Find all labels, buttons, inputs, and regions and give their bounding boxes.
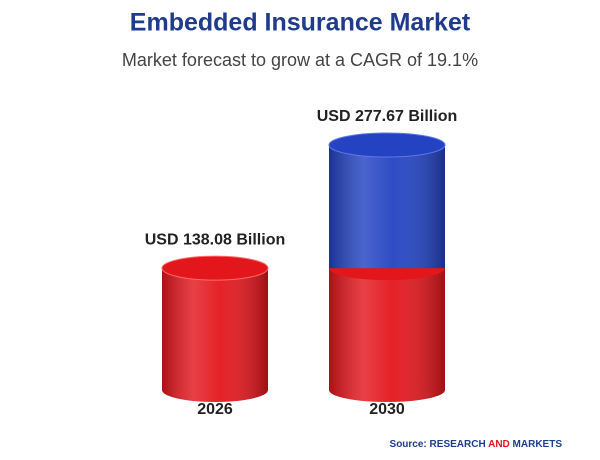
cylinder-shade [162, 268, 268, 390]
x-tick-label: 2026 [197, 401, 233, 418]
chart-subtitle: Market forecast to grow at a CAGR of 19.… [122, 50, 478, 70]
cylinder-top [328, 132, 446, 158]
source-name: MARKETS [513, 439, 563, 450]
source-label: Source: [390, 439, 427, 450]
source: Source: RESEARCH AND MARKETS [390, 439, 563, 450]
value-label: USD 277.67 Billion [317, 108, 458, 125]
x-tick-label: 2030 [369, 401, 405, 418]
cylinder-shade [329, 268, 445, 390]
source-name: RESEARCH [430, 439, 486, 450]
cylinder-top [161, 255, 269, 281]
cylinder-shade [329, 145, 445, 269]
value-label: USD 138.08 Billion [145, 231, 286, 248]
chart-title: Embedded Insurance Market [130, 9, 471, 37]
source-name: AND [488, 439, 510, 450]
